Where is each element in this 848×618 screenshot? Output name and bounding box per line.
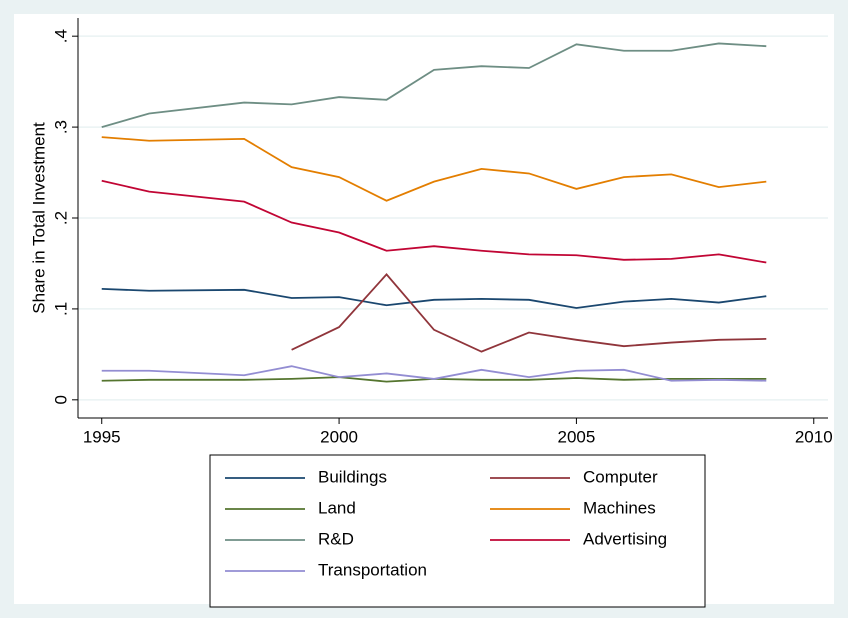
series-line (291, 272, 767, 353)
y-axis-title: Share in Total Investment (29, 122, 48, 314)
legend-label: R&D (318, 529, 354, 548)
series-line (101, 288, 767, 309)
series-line (101, 179, 767, 264)
x-tick-label: 2005 (558, 427, 596, 446)
legend-label: Computer (583, 467, 658, 486)
legend-box (209, 454, 706, 608)
legend-label: Buildings (318, 467, 387, 486)
legend-label: Land (318, 498, 356, 517)
series-line (101, 365, 767, 382)
series-line (101, 136, 767, 202)
y-tick-label: 0 (51, 395, 70, 404)
y-tick-label: .3 (51, 120, 70, 134)
y-tick-label: .1 (51, 302, 70, 316)
y-tick-label: .4 (51, 29, 70, 43)
x-tick-label: 2000 (320, 427, 358, 446)
series-line (101, 42, 767, 128)
legend-label: Machines (583, 498, 656, 517)
legend-label: Transportation (318, 560, 427, 579)
y-tick-label: .2 (51, 211, 70, 225)
x-tick-label: 2010 (795, 427, 833, 446)
legend-label: Advertising (583, 529, 667, 548)
x-tick-label: 1995 (83, 427, 121, 446)
